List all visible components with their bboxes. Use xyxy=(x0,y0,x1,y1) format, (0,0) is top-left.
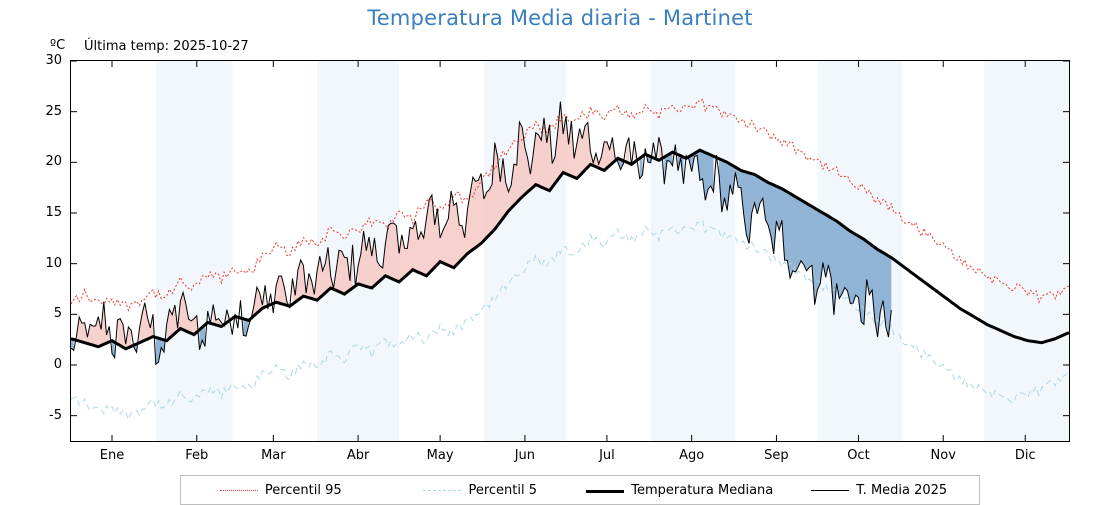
x-tick-label: May xyxy=(426,448,454,463)
legend-label-t-media-2025: T. Media 2025 xyxy=(856,482,948,498)
x-tick-label: Ago xyxy=(679,448,705,463)
last-temp-label: Última temp: 2025-10-27 xyxy=(84,39,249,54)
x-tick-label: Sep xyxy=(764,448,789,463)
legend-key-percentil-95 xyxy=(219,484,258,496)
legend-item-0: Percentil 95 xyxy=(181,483,381,498)
y-tick-label: 5 xyxy=(53,306,62,322)
x-tick-label: Abr xyxy=(346,448,370,463)
legend-item-3: T. Media 2025 xyxy=(780,483,980,498)
y-tick-label: 0 xyxy=(53,357,62,372)
y-tick-label: -5 xyxy=(49,407,62,423)
legend-key-temperatura-mediana xyxy=(586,484,625,496)
legend-item-1: Percentil 5 xyxy=(381,483,581,498)
chart-plot-area xyxy=(70,60,1070,442)
x-tick-label: Nov xyxy=(930,448,956,463)
legend-label-temperatura-mediana: Temperatura Mediana xyxy=(631,482,774,498)
legend-key-percentil-5 xyxy=(423,484,462,496)
legend-label-percentil-95: Percentil 95 xyxy=(264,482,342,498)
x-tick-label: Ene xyxy=(99,448,125,463)
chart-svg xyxy=(71,61,1069,441)
x-tick-label: Feb xyxy=(185,448,209,463)
x-tick-label: Jul xyxy=(599,448,615,463)
x-tick-label: Mar xyxy=(261,448,286,463)
y-tick-label: 25 xyxy=(45,103,62,119)
y-tick-label: 30 xyxy=(45,53,62,68)
y-tick-label: 20 xyxy=(45,154,62,170)
legend-label-percentil-5: Percentil 5 xyxy=(468,482,538,498)
y-axis-unit-label: ºC xyxy=(50,38,66,53)
legend-key-t-media-2025 xyxy=(811,484,850,496)
x-tick-label: Jun xyxy=(514,448,536,463)
page-title: Temperatura Media diaria - Martinet xyxy=(367,6,753,30)
x-tick-label: Oct xyxy=(847,448,870,463)
legend-item-2: Temperatura Mediana xyxy=(580,483,780,498)
y-tick-label: 15 xyxy=(45,205,62,220)
chart-legend: Percentil 95 Percentil 5 Temperatura Med… xyxy=(180,475,980,505)
x-tick-label: Dic xyxy=(1014,448,1036,463)
y-tick-label: 10 xyxy=(45,255,62,271)
